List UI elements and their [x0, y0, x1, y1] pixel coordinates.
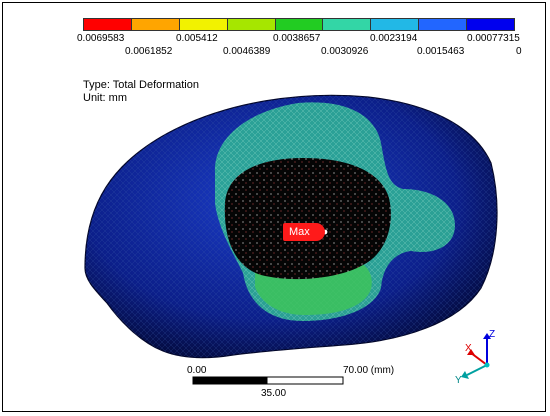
triad-y-label: Y — [455, 375, 462, 386]
coordinate-triad[interactable]: Z X Y — [449, 329, 509, 389]
contour-legend: 0.0069583 0.005412 0.0038657 0.0023194 0… — [77, 18, 522, 57]
legend-swatch — [131, 19, 180, 30]
legend-value-label: 0.005412 — [176, 33, 218, 44]
legend-value-label: 0 — [516, 46, 522, 57]
legend-swatch — [467, 19, 515, 30]
triad-z-label: Z — [489, 329, 495, 340]
legend-swatch — [419, 19, 468, 30]
legend-swatch — [227, 19, 276, 30]
legend-color-bar — [83, 18, 515, 31]
legend-swatch — [323, 19, 372, 30]
legend-swatch — [84, 19, 132, 30]
legend-value-label: 0.0015463 — [417, 46, 465, 57]
legend-value-label: 0.0069583 — [77, 33, 125, 44]
legend-swatch — [179, 19, 228, 30]
legend-value-label: 0.0038657 — [273, 33, 321, 44]
scale-bar-start-label: 0.00 — [187, 365, 207, 376]
legend-value-label: 0.0030926 — [321, 46, 369, 57]
legend-value-label: 0.0046389 — [223, 46, 271, 57]
triad-x-label: X — [465, 343, 472, 354]
legend-value-label: 0.0061852 — [125, 46, 173, 57]
legend-value-label: 0.0023194 — [370, 33, 418, 44]
scale-bar-mid-label: 35.00 — [261, 388, 287, 399]
legend-value-label: 0.00077315 — [467, 33, 520, 44]
legend-swatch — [371, 19, 420, 30]
result-unit-label: Unit: mm — [83, 92, 127, 104]
max-callout: Max — [283, 223, 325, 241]
graphics-viewport[interactable]: 0.0069583 0.005412 0.0038657 0.0023194 0… — [2, 2, 546, 412]
scale-bar-end-label: 70.00 (mm) — [343, 365, 395, 376]
legend-swatch — [275, 19, 324, 30]
scale-bar-graphic — [192, 376, 344, 385]
result-type-label: Type: Total Deformation — [83, 79, 199, 91]
